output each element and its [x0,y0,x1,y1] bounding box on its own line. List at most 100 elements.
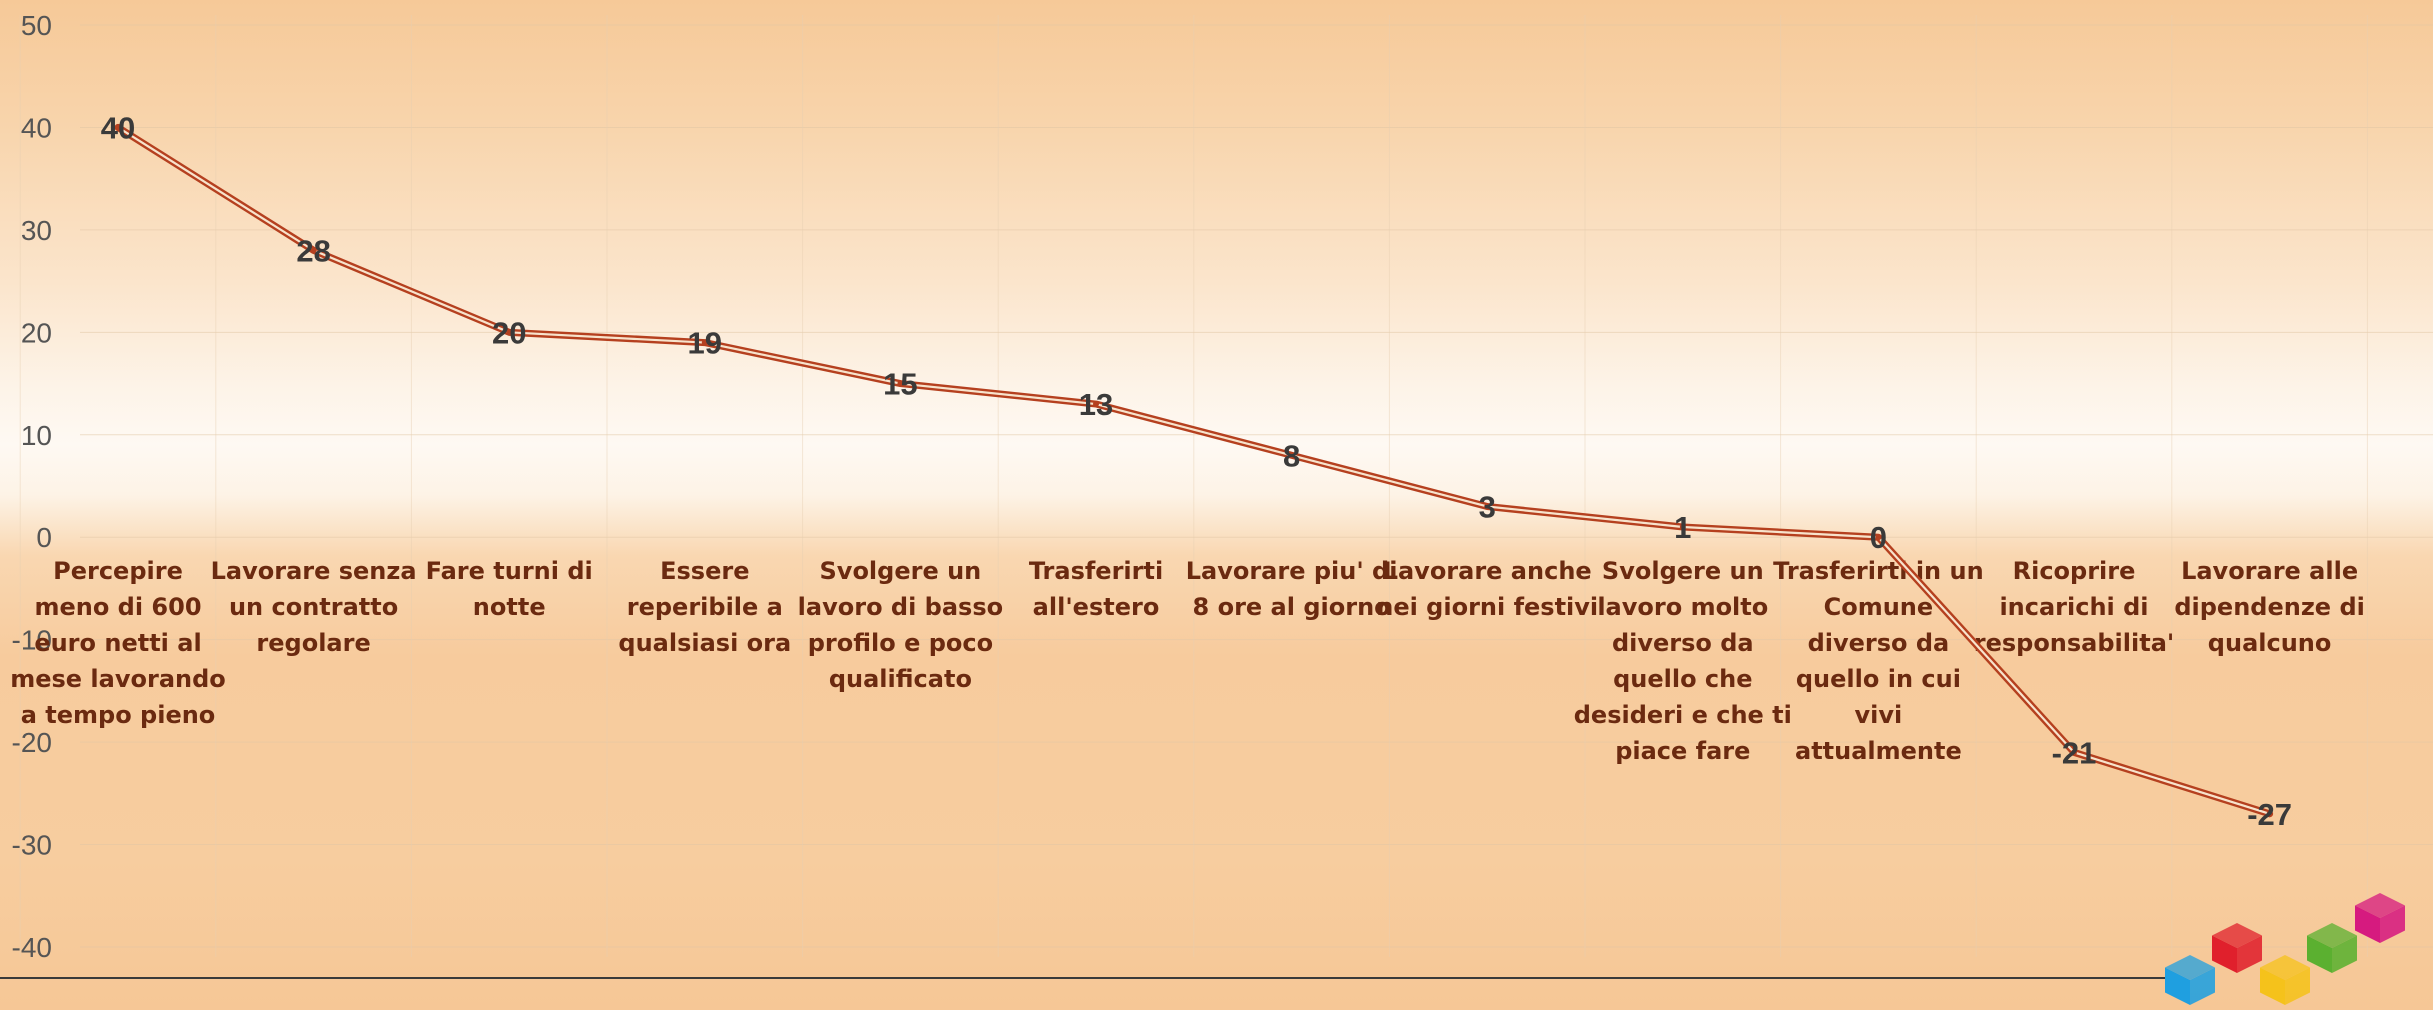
y-tick-label: -10 [12,625,52,656]
category-label-line: Trasferirti in un [1773,557,1984,585]
category-label-line: qualsiasi ora [618,629,791,657]
data-label: 1 [1674,510,1691,545]
data-point [1288,452,1295,459]
category-label: Fare turni di notte [426,557,593,621]
category-label-line: diverso da [1808,629,1950,657]
y-axis-ticks: 50 40 30 20 10 0 -10 -20 -30 -40 [12,10,52,963]
data-point [897,380,904,387]
category-label-line: qualificato [829,665,972,693]
category-label-line: Ricoprire [2013,557,2136,585]
data-point [1875,534,1882,541]
data-label: 8 [1283,438,1300,473]
category-label: Svolgere un lavoro di basso profilo e poco… [798,557,1003,693]
category-label-line: all'estero [1033,593,1160,621]
category-label-line: mese lavorando [10,665,226,693]
data-point [701,339,708,346]
category-label-line: Lavorare senza [211,557,417,585]
data-point [506,329,513,336]
data-point [1093,401,1099,408]
data-series [114,123,2274,818]
data-label: -21 [2052,735,2097,770]
cubes-logo [2165,893,2405,1005]
category-label-line: Lavorare anche [1383,557,1592,585]
category-label-line: a tempo pieno [21,701,216,729]
category-label-line: desideri e che ti [1574,701,1792,729]
category-label-line: vivi [1855,701,1903,729]
data-label: 3 [1479,489,1496,524]
cube-red-icon [2212,923,2262,973]
category-label: Trasferirti in un Comune diverso da quello … [1773,557,1984,765]
data-point [2266,810,2273,817]
data-point [2071,749,2077,756]
data-label: 28 [296,233,330,268]
category-label-line: profilo e poco [808,629,993,657]
category-label-line: reperibile a [627,593,783,621]
y-tick-label: 50 [21,10,52,41]
category-label: Lavorare anche nei giorni festivi [1376,557,1598,621]
category-label-line: piace fare [1615,737,1750,765]
category-label-line: un contratto [229,593,398,621]
category-label-line: dipendenze di [2174,593,2365,621]
category-label: Lavorare alle dipendenze di qualcuno [2174,557,2365,657]
category-label-line: responsabilita' [1974,629,2175,657]
cube-blue-icon [2165,955,2215,1005]
y-tick-label: -40 [12,932,52,963]
category-label: Essere reperibile a qualsiasi ora [618,557,791,657]
data-label: 20 [492,315,526,350]
category-label-line: quello in cui [1796,665,1961,693]
category-label-line: Percepire [53,557,183,585]
data-label: 15 [883,367,917,402]
category-label-line: 8 ore al giorno [1193,593,1391,621]
data-point [1484,503,1491,510]
category-label-line: lavoro molto [1597,593,1768,621]
series-line-inner [116,126,2271,815]
grid-lines [19,15,2433,957]
y-tick-label: 20 [21,317,52,348]
y-tick-label: -20 [12,727,52,758]
category-label: Ricoprire incarichi di responsabilita' [1974,557,2175,657]
category-label-line: notte [473,593,546,621]
category-label-line: quello che [1613,665,1752,693]
data-label: 40 [101,110,135,145]
category-label: Lavorare piu' di 8 ore al giorno [1186,557,1398,621]
category-label-line: Svolgere un [1602,557,1764,585]
category-label-line: diverso da [1612,629,1754,657]
data-label: 19 [688,326,722,361]
data-labels: 40 28 20 19 15 13 8 3 1 0 -21 -27 [101,110,2292,831]
data-label: 0 [1870,520,1887,555]
category-label-line: Fare turni di [426,557,593,585]
y-tick-label: 40 [21,112,52,143]
category-label: Percepire meno di 600 euro netti al mese la… [10,557,226,729]
category-label-line: Svolgere un [820,557,982,585]
cube-magenta-icon [2355,893,2405,943]
category-label: Lavorare senza un contratto regolare [211,557,417,657]
category-label-line: incarichi di [1999,593,2148,621]
category-label: Trasferirti all'estero [1029,557,1163,621]
category-label-line: meno di 600 [34,593,201,621]
data-point [1679,523,1686,530]
category-label: Svolgere un lavoro molto diverso da quello … [1574,557,1792,765]
y-tick-label: 0 [36,522,52,553]
category-label-line: lavoro di basso [798,593,1003,621]
category-label-line: nei giorni festivi [1376,593,1598,621]
cube-yellow-icon [2260,955,2310,1005]
cube-green-icon [2307,923,2357,973]
y-tick-label: 10 [21,420,52,451]
category-label-line: regolare [256,629,370,657]
category-label-line: Lavorare piu' di [1186,557,1398,585]
data-label: 13 [1079,387,1113,422]
category-label-line: qualcuno [2208,629,2332,657]
category-label-line: Trasferirti [1029,557,1163,585]
data-label: -27 [2247,797,2292,832]
category-label-line: euro netti al [34,629,201,657]
category-labels: Percepire meno di 600 euro netti al mese la… [10,557,2365,765]
data-point [310,247,317,254]
category-label-line: Comune [1824,593,1934,621]
category-label-line: Essere [660,557,749,585]
category-label-line: attualmente [1795,737,1962,765]
category-label-line: Lavorare alle [2181,557,2358,585]
y-tick-label: -30 [12,830,52,861]
y-tick-label: 30 [21,215,52,246]
data-point [115,124,121,131]
